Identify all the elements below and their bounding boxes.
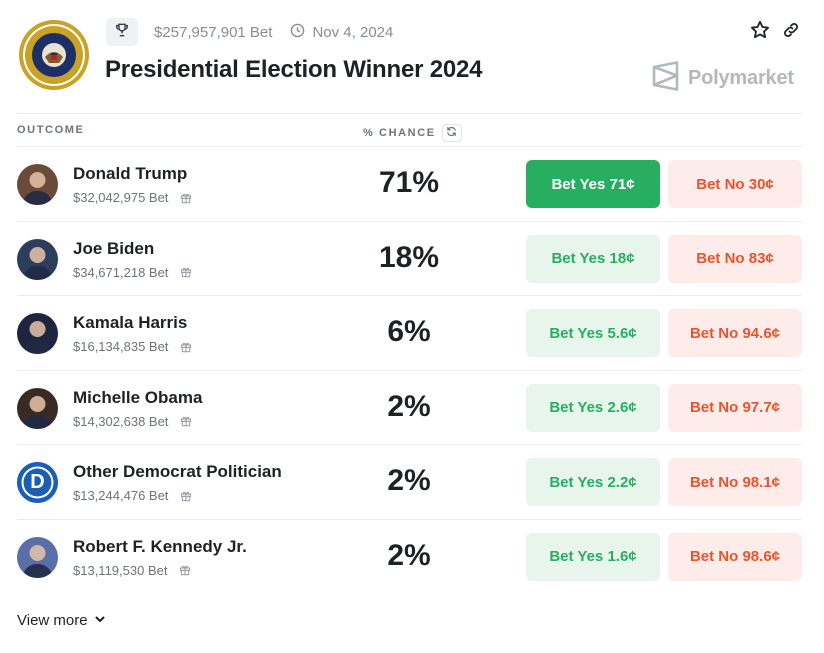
market-header: $257,957,901 Bet Nov 4, 2024 Presidentia… <box>0 0 824 114</box>
outcome-name: Joe Biden <box>73 238 155 258</box>
avatar-letter: D <box>30 471 45 494</box>
outcome-row[interactable]: Donald Trump $32,042,975 Bet 71% Bet Yes 71… <box>17 147 802 222</box>
column-header-divider <box>17 146 802 147</box>
header-divider <box>17 113 802 114</box>
bet-no-button[interactable]: Bet No 30¢ <box>668 160 802 208</box>
outcome-volume-line: $13,119,530 Bet <box>73 563 191 578</box>
view-more-label: View more <box>17 612 88 629</box>
outcome-name: Kamala Harris <box>73 313 188 333</box>
gift-icon[interactable] <box>180 266 192 278</box>
avatar <box>17 536 58 578</box>
bet-no-button[interactable]: Bet No 97.7¢ <box>668 383 802 432</box>
polymarket-logo: Polymarket <box>652 61 794 96</box>
bet-yes-button[interactable]: Bet Yes 1.6¢ <box>526 532 660 581</box>
person-icon <box>22 321 53 355</box>
outcome-column-header: OUTCOME <box>17 124 85 136</box>
outcome-volume: $14,302,638 Bet <box>73 413 169 429</box>
outcome-volume-line: $13,244,476 Bet <box>73 488 192 503</box>
bet-yes-button[interactable]: Bet Yes 2.6¢ <box>526 383 660 432</box>
outcome-row[interactable]: Joe Biden $34,671,218 Bet 18% Bet Yes 18¢ Be… <box>17 222 802 297</box>
outcome-chance-value: 2% <box>387 538 431 572</box>
outcome-name: Other Democrat Politician <box>73 462 282 482</box>
outcome-volume: $13,244,476 Bet <box>73 488 169 504</box>
gift-icon[interactable] <box>180 341 192 353</box>
outcome-volume: $32,042,975 Bet <box>73 190 169 205</box>
bet-no-button[interactable]: Bet No 83¢ <box>668 234 802 283</box>
gift-icon[interactable] <box>180 415 192 427</box>
clock-icon <box>290 23 312 42</box>
refresh-button[interactable] <box>441 124 462 142</box>
bet-no-button[interactable]: Bet No 98.1¢ <box>668 458 802 507</box>
outcome-row[interactable]: Michelle Obama $14,302,638 Bet 2% Bet Yes 2… <box>17 371 802 446</box>
refresh-icon <box>446 126 457 140</box>
outcome-name: Robert F. Kennedy Jr. <box>73 536 247 556</box>
gift-icon[interactable] <box>179 564 191 576</box>
outcome-volume-line: $14,302,638 Bet <box>73 414 192 429</box>
bet-no-button[interactable]: Bet No 94.6¢ <box>668 309 802 358</box>
avatar <box>17 387 58 429</box>
person-icon <box>22 172 53 205</box>
outcome-chance-value: 2% <box>387 389 431 423</box>
brand-name: Polymarket <box>688 67 794 89</box>
outcome-name: Michelle Obama <box>73 387 203 407</box>
bet-yes-button[interactable]: Bet Yes 5.6¢ <box>526 309 660 358</box>
democrat-logo-icon <box>17 462 58 504</box>
outcome-row[interactable]: Kamala Harris $16,134,835 Bet 6% Bet Yes 5.… <box>17 296 802 371</box>
outcome-row[interactable]: D Other Democrat Politician $13,244,476 Be… <box>17 445 802 520</box>
person-icon <box>22 395 53 429</box>
outcome-name: Donald Trump <box>73 164 188 183</box>
avatar <box>17 164 58 205</box>
trophy-icon <box>115 23 129 42</box>
chevron-down-icon <box>94 612 106 629</box>
link-icon[interactable] <box>782 21 800 44</box>
polymarket-logo-icon <box>652 61 679 96</box>
bet-yes-button[interactable]: Bet Yes 18¢ <box>526 234 660 283</box>
outcome-chance-value: 18% <box>378 240 440 274</box>
gift-icon[interactable] <box>180 192 192 204</box>
avatar <box>17 313 58 355</box>
avatar: D <box>17 462 58 504</box>
star-icon[interactable] <box>750 20 770 45</box>
market-title: Presidential Election Winner 2024 <box>105 56 483 83</box>
outcome-volume-line: $34,671,218 Bet <box>73 265 192 280</box>
outcome-chance-value: 71% <box>378 166 440 199</box>
person-icon <box>22 544 53 578</box>
trophy-badge <box>106 18 138 46</box>
outcome-volume: $34,671,218 Bet <box>73 264 169 280</box>
end-date: Nov 4, 2024 <box>290 23 393 42</box>
person-icon <box>22 246 53 280</box>
outcome-chance-value: 2% <box>387 464 431 498</box>
bet-yes-button[interactable]: Bet Yes 2.2¢ <box>526 458 660 507</box>
avatar <box>17 238 58 280</box>
view-more-button[interactable]: View more <box>17 612 106 629</box>
chance-column-label: % CHANCE <box>363 127 436 139</box>
outcome-volume: $13,119,530 Bet <box>73 562 168 578</box>
gift-icon[interactable] <box>180 490 192 502</box>
outcome-row[interactable]: Robert F. Kennedy Jr. $13,119,530 Bet 2% Be… <box>17 520 802 595</box>
outcome-chance-value: 6% <box>387 315 431 349</box>
outcome-volume-line: $16,134,835 Bet <box>73 339 192 354</box>
chance-column-header: % CHANCE <box>363 124 462 142</box>
presidential-seal-icon <box>18 19 90 91</box>
bet-yes-button[interactable]: Bet Yes 71¢ <box>526 160 660 208</box>
outcome-list: Donald Trump $32,042,975 Bet 71% Bet Yes 71… <box>17 147 802 595</box>
market-volume: $257,957,901 Bet <box>154 23 273 41</box>
outcome-volume-line: $32,042,975 Bet <box>73 190 192 205</box>
bet-no-button[interactable]: Bet No 98.6¢ <box>668 532 802 581</box>
outcome-volume: $16,134,835 Bet <box>73 339 169 355</box>
end-date-text: Nov 4, 2024 <box>312 23 394 41</box>
